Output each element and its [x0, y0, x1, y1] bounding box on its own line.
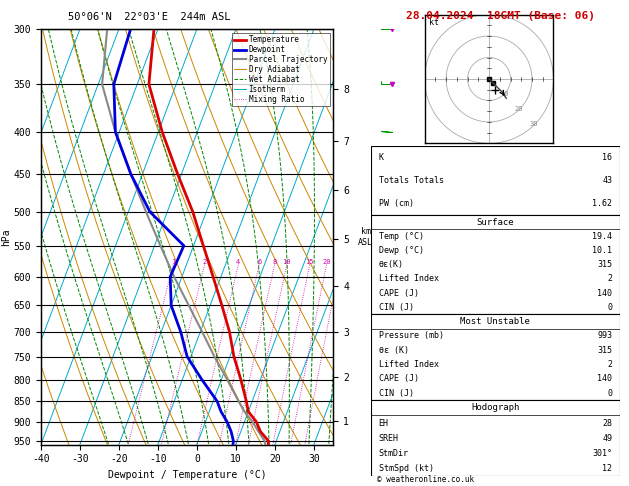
Text: 315: 315 — [597, 260, 612, 269]
Text: 16: 16 — [602, 153, 612, 162]
Text: 50°06'N  22°03'E  244m ASL: 50°06'N 22°03'E 244m ASL — [68, 12, 230, 22]
Text: 140: 140 — [597, 374, 612, 383]
Y-axis label: hPa: hPa — [1, 228, 11, 246]
Text: Dewp (°C): Dewp (°C) — [379, 246, 423, 255]
FancyBboxPatch shape — [371, 146, 620, 215]
X-axis label: Dewpoint / Temperature (°C): Dewpoint / Temperature (°C) — [108, 470, 267, 480]
Text: 1: 1 — [171, 259, 175, 265]
Text: 2: 2 — [203, 259, 207, 265]
Text: Lifted Index: Lifted Index — [379, 275, 438, 283]
Text: 20: 20 — [322, 259, 331, 265]
Y-axis label: km
ASL: km ASL — [358, 227, 373, 246]
FancyBboxPatch shape — [371, 400, 620, 476]
Text: 2: 2 — [607, 360, 612, 369]
Text: 8: 8 — [272, 259, 277, 265]
Text: Surface: Surface — [477, 218, 514, 227]
Text: 6: 6 — [257, 259, 261, 265]
Text: Temp (°C): Temp (°C) — [379, 232, 423, 241]
Text: K: K — [379, 153, 384, 162]
Text: 28.04.2024  18GMT (Base: 06): 28.04.2024 18GMT (Base: 06) — [406, 11, 595, 21]
Text: Totals Totals: Totals Totals — [379, 176, 443, 185]
Text: 28: 28 — [602, 418, 612, 428]
Text: 140: 140 — [597, 289, 612, 297]
Text: 301°: 301° — [592, 449, 612, 458]
Text: 15: 15 — [306, 259, 314, 265]
Text: CIN (J): CIN (J) — [379, 303, 413, 312]
Text: PW (cm): PW (cm) — [379, 199, 413, 208]
Text: 12: 12 — [602, 464, 612, 473]
Text: CAPE (J): CAPE (J) — [379, 374, 418, 383]
Text: CIN (J): CIN (J) — [379, 389, 413, 398]
Text: 2: 2 — [607, 275, 612, 283]
Text: 49: 49 — [602, 434, 612, 443]
Text: LCL: LCL — [394, 405, 408, 414]
Text: Hodograph: Hodograph — [471, 403, 520, 412]
Text: 43: 43 — [602, 176, 612, 185]
Text: 10: 10 — [282, 259, 291, 265]
FancyBboxPatch shape — [371, 314, 620, 400]
Text: 4: 4 — [236, 259, 240, 265]
Legend: Temperature, Dewpoint, Parcel Trajectory, Dry Adiabat, Wet Adiabat, Isotherm, Mi: Temperature, Dewpoint, Parcel Trajectory… — [232, 33, 330, 106]
Text: 315: 315 — [597, 346, 612, 355]
Text: Lifted Index: Lifted Index — [379, 360, 438, 369]
Text: 30: 30 — [530, 121, 538, 127]
Text: θε(K): θε(K) — [379, 260, 404, 269]
Text: Pressure (mb): Pressure (mb) — [379, 331, 443, 340]
Text: EH: EH — [379, 418, 389, 428]
Text: 993: 993 — [597, 331, 612, 340]
Text: StmDir: StmDir — [379, 449, 409, 458]
Text: Most Unstable: Most Unstable — [460, 317, 530, 326]
Text: 20: 20 — [515, 106, 523, 112]
Text: 0: 0 — [607, 389, 612, 398]
Text: StmSpd (kt): StmSpd (kt) — [379, 464, 433, 473]
Text: 10.1: 10.1 — [592, 246, 612, 255]
Text: 0: 0 — [607, 303, 612, 312]
Text: 19.4: 19.4 — [592, 232, 612, 241]
Text: SREH: SREH — [379, 434, 399, 443]
Text: θε (K): θε (K) — [379, 346, 409, 355]
FancyBboxPatch shape — [371, 215, 620, 314]
Text: 1.62: 1.62 — [592, 199, 612, 208]
Text: 10: 10 — [500, 91, 508, 97]
Text: kt: kt — [429, 18, 439, 27]
Text: CAPE (J): CAPE (J) — [379, 289, 418, 297]
Text: © weatheronline.co.uk: © weatheronline.co.uk — [377, 474, 474, 484]
